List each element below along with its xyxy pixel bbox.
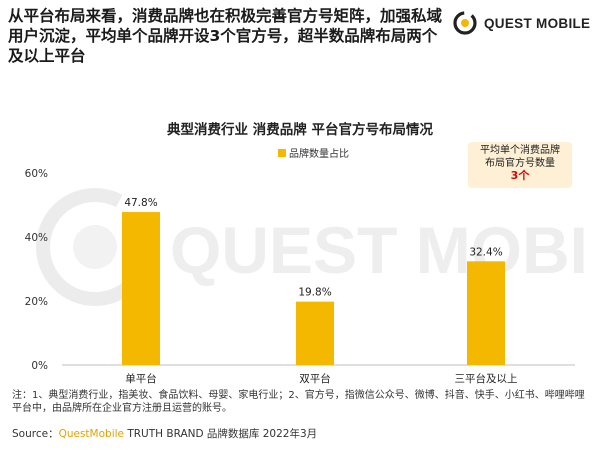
logo-text: QUEST MOBILE xyxy=(484,15,591,31)
callout-line1: 平均单个消费品牌 xyxy=(480,145,560,156)
chart-title: 典型消费行业 消费品牌 平台官方号布局情况 xyxy=(167,122,433,138)
logo: QUEST MOBILE xyxy=(452,10,590,36)
footnote: 注：1、典型消费行业，指美妆、食品饮料、母婴、家电行业；2、官方号，指微信公众号… xyxy=(12,390,585,414)
y-tick-label: 60% xyxy=(25,168,48,180)
x-tick-label: 单平台 xyxy=(125,372,157,385)
callout-line2: 布局官方号数量 xyxy=(485,157,555,169)
legend-label: 品牌数量占比 xyxy=(289,149,349,160)
callout-box: 平均单个消费品牌 布局官方号数量 3个 xyxy=(468,142,572,188)
bar-value-label: 47.8% xyxy=(124,197,157,209)
bar-value-label: 19.8% xyxy=(298,287,331,299)
bar-value-label: 32.4% xyxy=(469,246,502,258)
source-brand: QuestMobile xyxy=(58,428,124,440)
quest-mobile-logo-icon xyxy=(453,11,477,35)
source-line: Source：QuestMobile TRUTH BRAND 品牌数据库 202… xyxy=(12,426,317,441)
y-tick-label: 40% xyxy=(25,232,48,244)
bar-chart: 0% 20% 40% 60% 47.8% 单平台 19.8% 双平台 32.4% 三平台及以上 xyxy=(25,168,575,385)
x-tick-label: 三平台及以上 xyxy=(455,372,518,385)
bar xyxy=(467,261,505,365)
source-prefix: Source： xyxy=(12,428,59,440)
bar xyxy=(296,301,334,365)
source-rest: TRUTH BRAND 品牌数据库 2022年3月 xyxy=(124,428,318,440)
callout-value: 3个 xyxy=(510,169,530,182)
legend-swatch xyxy=(278,148,286,157)
y-tick-label: 0% xyxy=(31,360,48,372)
x-tick-label: 双平台 xyxy=(299,372,331,385)
headline: 从平台布局来看，消费品牌也在积极完善官方号矩阵，加强私域用户沉淀，平均单个品牌开… xyxy=(8,7,443,65)
legend: 品牌数量占比 xyxy=(278,145,349,160)
bar xyxy=(122,212,160,365)
y-tick-label: 20% xyxy=(25,296,48,308)
